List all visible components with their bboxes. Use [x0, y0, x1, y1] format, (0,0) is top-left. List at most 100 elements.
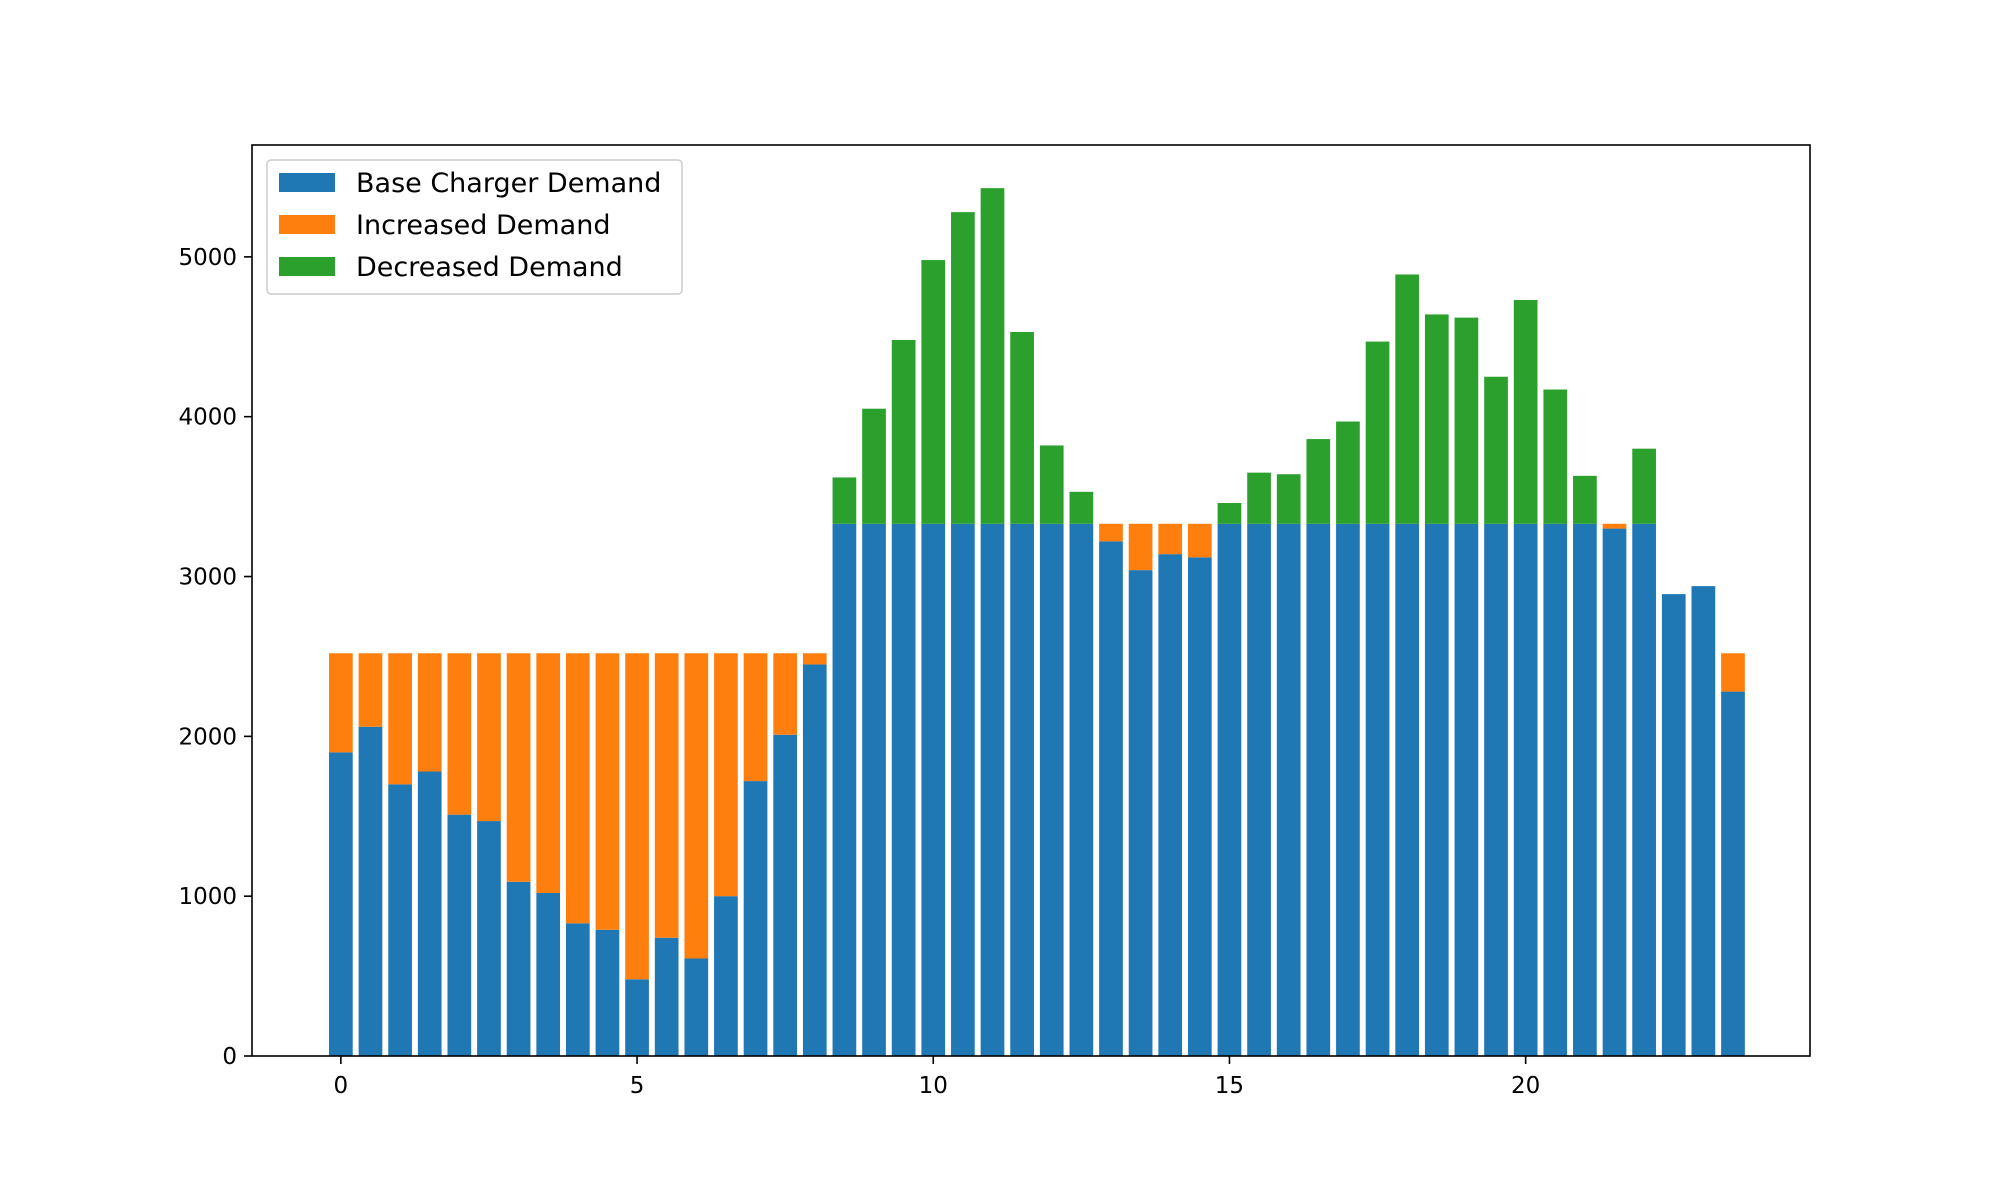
bar-base-charger-demand [359, 727, 383, 1056]
bar-increased-demand [1099, 524, 1123, 542]
bar-decreased-demand [1336, 422, 1360, 524]
x-tick-label: 0 [334, 1073, 349, 1099]
y-tick-label: 1000 [178, 884, 237, 910]
bar-base-charger-demand [1395, 524, 1419, 1056]
bar-base-charger-demand [1129, 570, 1153, 1056]
bar-base-charger-demand [714, 896, 738, 1056]
bar-base-charger-demand [1662, 594, 1686, 1056]
bar-base-charger-demand [329, 752, 353, 1056]
bar-base-charger-demand [833, 524, 857, 1056]
bar-increased-demand [447, 653, 471, 814]
bar-base-charger-demand [1218, 524, 1242, 1056]
bar-increased-demand [596, 653, 620, 930]
bar-base-charger-demand [1484, 524, 1508, 1056]
bar-increased-demand [1603, 524, 1627, 529]
bar-decreased-demand [892, 340, 916, 524]
bar-decreased-demand [1306, 439, 1330, 524]
bar-base-charger-demand [477, 821, 501, 1056]
bar-base-charger-demand [1425, 524, 1449, 1056]
bar-base-charger-demand [507, 882, 531, 1056]
bar-increased-demand [359, 653, 383, 727]
bar-decreased-demand [1247, 473, 1271, 524]
bar-increased-demand [418, 653, 442, 771]
bar-decreased-demand [1514, 300, 1538, 524]
bar-base-charger-demand [684, 959, 708, 1056]
bar-decreased-demand [921, 260, 945, 524]
bar-base-charger-demand [1099, 541, 1123, 1056]
bar-base-charger-demand [892, 524, 916, 1056]
bar-base-charger-demand [1010, 524, 1034, 1056]
bar-base-charger-demand [803, 664, 827, 1056]
bar-base-charger-demand [1040, 524, 1064, 1056]
bar-increased-demand [566, 653, 590, 923]
x-tick-label: 15 [1215, 1073, 1244, 1099]
bar-base-charger-demand [1247, 524, 1271, 1056]
bar-decreased-demand [1543, 390, 1567, 524]
bar-base-charger-demand [1336, 524, 1360, 1056]
y-tick-label: 0 [222, 1044, 237, 1070]
bar-increased-demand [477, 653, 501, 821]
bar-base-charger-demand [951, 524, 975, 1056]
bar-base-charger-demand [1632, 524, 1656, 1056]
bar-increased-demand [329, 653, 353, 752]
bar-decreased-demand [1455, 318, 1479, 524]
bar-base-charger-demand [1306, 524, 1330, 1056]
bar-decreased-demand [1070, 492, 1094, 524]
legend-swatch-decreased-demand [279, 257, 335, 276]
legend-label-increased-demand: Increased Demand [356, 210, 610, 241]
bar-decreased-demand [862, 409, 886, 524]
bar-decreased-demand [951, 212, 975, 524]
bar-increased-demand [388, 653, 412, 784]
y-tick-label: 5000 [178, 245, 237, 271]
bar-base-charger-demand [862, 524, 886, 1056]
bar-decreased-demand [1040, 445, 1064, 523]
legend-label-decreased-demand: Decreased Demand [356, 252, 623, 283]
bar-base-charger-demand [981, 524, 1005, 1056]
x-tick-label: 5 [630, 1073, 645, 1099]
bar-base-charger-demand [1692, 586, 1716, 1056]
bar-increased-demand [803, 653, 827, 664]
bar-decreased-demand [1484, 377, 1508, 524]
bar-decreased-demand [833, 477, 857, 523]
bar-base-charger-demand [1277, 524, 1301, 1056]
legend-label-base-charger-demand: Base Charger Demand [356, 168, 661, 199]
bar-decreased-demand [1218, 503, 1242, 524]
bar-decreased-demand [1366, 342, 1390, 524]
bar-base-charger-demand [566, 923, 590, 1056]
bar-base-charger-demand [1158, 554, 1182, 1056]
legend-swatch-increased-demand [279, 215, 335, 234]
bar-base-charger-demand [1366, 524, 1390, 1056]
bar-base-charger-demand [773, 735, 797, 1056]
bar-decreased-demand [1632, 449, 1656, 524]
bar-decreased-demand [1277, 474, 1301, 524]
bar-decreased-demand [1573, 476, 1597, 524]
bar-base-charger-demand [655, 938, 679, 1056]
bar-decreased-demand [1425, 314, 1449, 523]
y-tick-label: 2000 [178, 724, 237, 750]
bar-increased-demand [655, 653, 679, 937]
bar-base-charger-demand [1603, 529, 1627, 1056]
bar-increased-demand [625, 653, 649, 979]
x-tick-label: 10 [919, 1073, 948, 1099]
y-tick-label: 4000 [178, 405, 237, 431]
bar-base-charger-demand [596, 930, 620, 1056]
bar-base-charger-demand [921, 524, 945, 1056]
bar-base-charger-demand [1573, 524, 1597, 1056]
bar-decreased-demand [981, 188, 1005, 524]
bar-base-charger-demand [1070, 524, 1094, 1056]
bar-increased-demand [773, 653, 797, 735]
legend: Base Charger Demand Increased Demand Decre… [267, 160, 682, 294]
x-tick-label: 20 [1511, 1073, 1540, 1099]
bar-increased-demand [1188, 524, 1212, 558]
bar-base-charger-demand [536, 893, 560, 1056]
bar-increased-demand [744, 653, 768, 781]
bar-base-charger-demand [625, 979, 649, 1056]
bar-increased-demand [1721, 653, 1745, 691]
bar-decreased-demand [1395, 274, 1419, 523]
bar-base-charger-demand [1188, 557, 1212, 1056]
bar-increased-demand [1129, 524, 1153, 570]
bar-increased-demand [1158, 524, 1182, 554]
legend-swatch-base-charger-demand [279, 173, 335, 192]
bar-base-charger-demand [1514, 524, 1538, 1056]
